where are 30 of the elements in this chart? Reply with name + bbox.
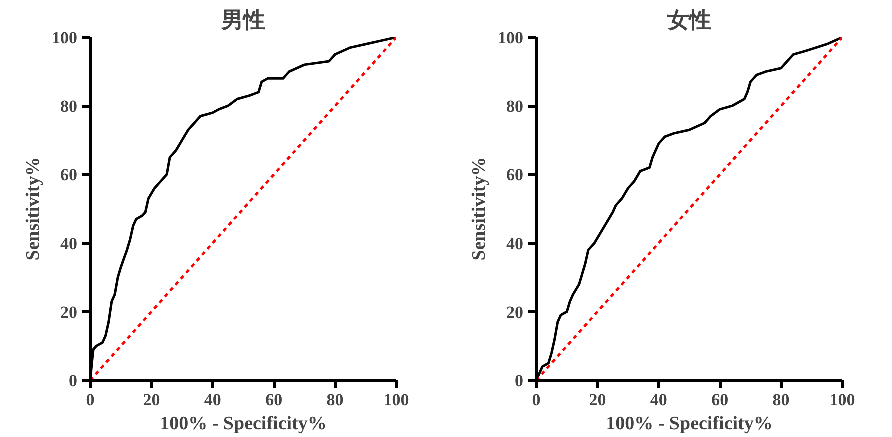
x-axis-title: 100% - Specificity% (606, 414, 773, 434)
x-tick-label: 0 (532, 390, 541, 410)
x-tick-label: 40 (650, 390, 668, 410)
x-tick-label: 40 (204, 390, 222, 410)
x-tick-label: 100 (830, 390, 856, 410)
y-tick-label: 100 (498, 28, 524, 48)
chart-title: 男性 (220, 8, 266, 32)
y-tick-label: 80 (506, 97, 524, 116)
x-tick-label: 80 (772, 390, 790, 410)
x-tick-label: 100 (384, 390, 410, 410)
y-tick-label: 100 (52, 28, 78, 48)
y-tick-label: 20 (60, 302, 78, 322)
y-tick-label: 20 (506, 302, 524, 322)
x-tick-label: 80 (326, 390, 344, 410)
x-tick-label: 20 (589, 390, 606, 410)
y-tick-label: 0 (515, 372, 524, 390)
x-axis-title: 100% - Specificity% (160, 414, 327, 434)
y-axis-title: Sensitivity% (469, 157, 490, 261)
x-tick-label: 0 (86, 390, 95, 410)
y-axis-title: Sensitivity% (23, 157, 44, 261)
x-tick-label: 20 (143, 390, 160, 410)
x-tick-label: 60 (712, 390, 729, 410)
y-tick-label: 60 (60, 166, 78, 185)
y-tick-label: 0 (69, 372, 78, 390)
x-tick-label: 60 (266, 390, 283, 410)
y-tick-label: 40 (506, 234, 524, 254)
y-tick-label: 60 (506, 166, 524, 185)
y-tick-label: 40 (60, 234, 78, 254)
y-tick-label: 80 (60, 97, 78, 116)
chart-title: 女性 (666, 8, 712, 32)
